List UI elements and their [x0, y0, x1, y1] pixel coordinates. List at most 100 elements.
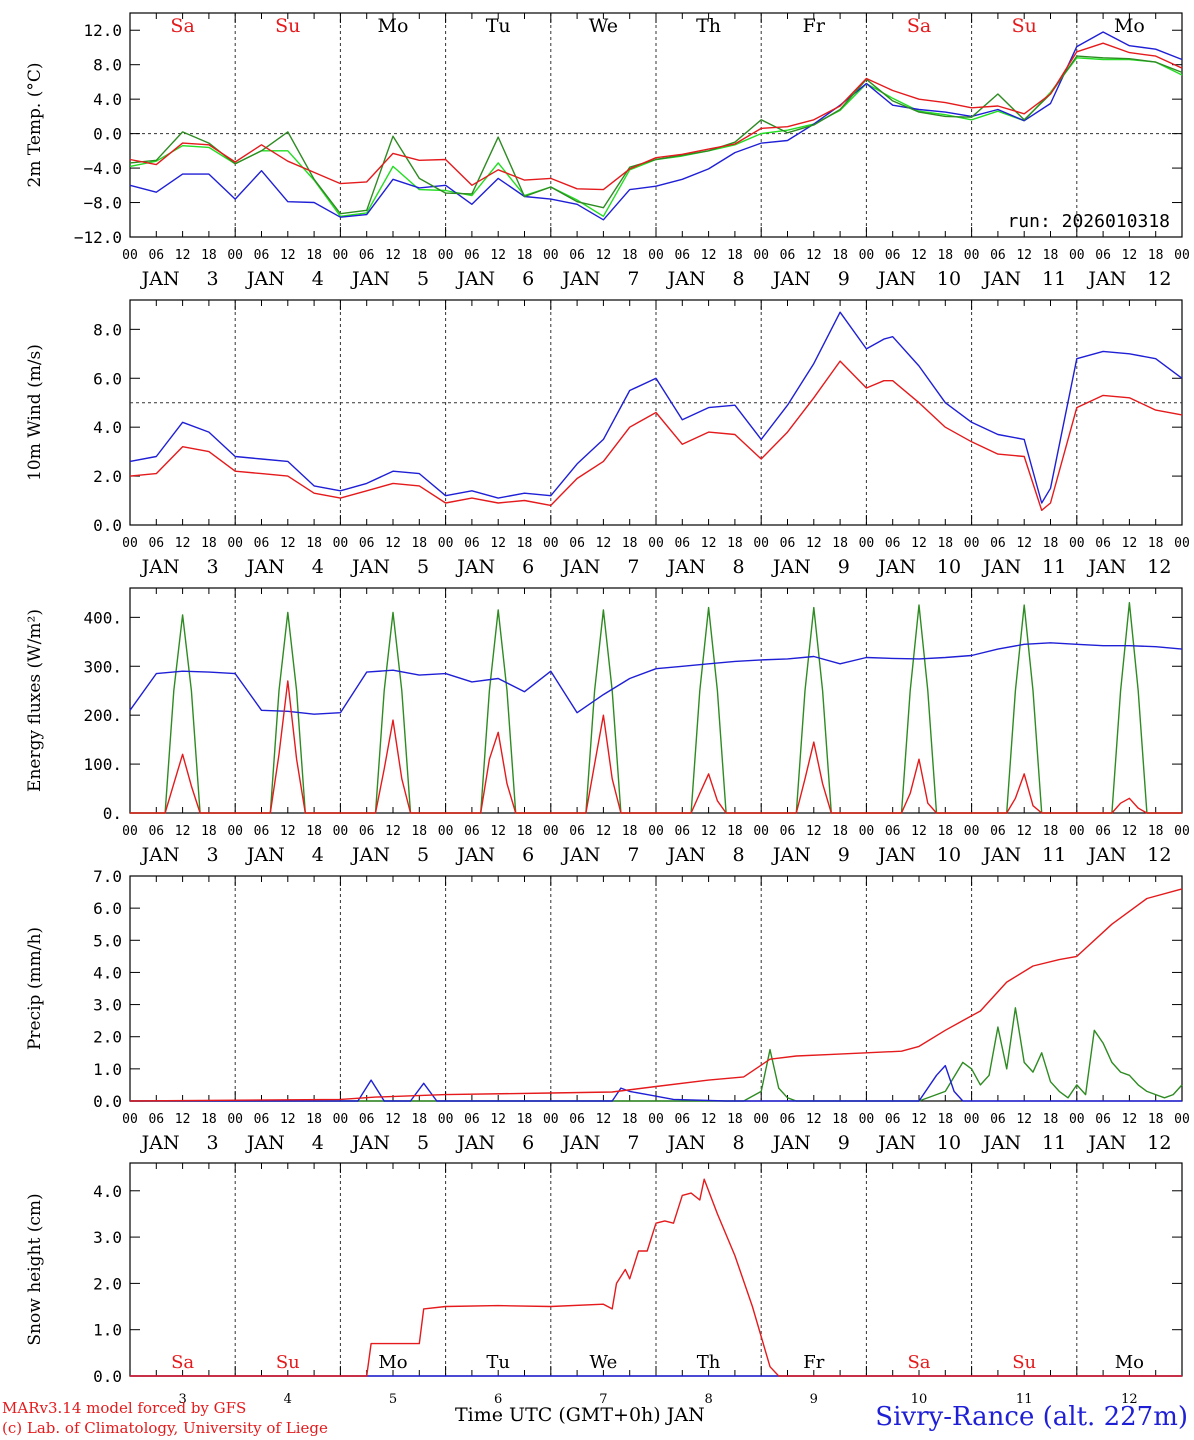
day-label: Sa — [171, 1352, 194, 1373]
date-day-label: 11 — [1042, 844, 1066, 866]
date-day-label: 9 — [838, 268, 850, 290]
hour-tick-label: 12 — [1016, 248, 1032, 263]
hour-tick-label: 06 — [359, 824, 375, 839]
credit-line: (c) Lab. of Climatology, University of L… — [2, 1419, 328, 1437]
hour-tick-label: 00 — [543, 1112, 559, 1127]
date-month-label: JAN — [1086, 268, 1126, 290]
hour-tick-label: 12 — [1122, 1112, 1138, 1127]
hour-tick-label: 06 — [990, 824, 1006, 839]
hour-tick-label: 06 — [1095, 248, 1111, 263]
footer-model-credit: MARv3.14 model forced by GFS (c) Lab. of… — [2, 1398, 328, 1438]
hour-tick-label: 18 — [517, 824, 533, 839]
hour-tick-label: 12 — [385, 1112, 401, 1127]
y-tick-label: 300. — [83, 657, 122, 676]
panel-snow: Snow height (cm) — [25, 1162, 1183, 1377]
date-month-label: JAN — [350, 268, 390, 290]
hour-tick-label: 12 — [596, 536, 612, 551]
hour-tick-label: 00 — [122, 1112, 138, 1127]
day-label: We — [590, 1352, 618, 1373]
date-day-label: 7 — [627, 1132, 639, 1154]
date-day-label: 3 — [207, 556, 219, 578]
day-label: Su — [1012, 15, 1037, 37]
y-tick-label: 4.0 — [93, 1182, 122, 1201]
hour-tick-label: 18 — [622, 536, 638, 551]
hour-tick-label: 00 — [753, 824, 769, 839]
hour-tick-label: 12 — [280, 1112, 296, 1127]
hour-tick-label: 12 — [385, 824, 401, 839]
y-tick-label: 0.0 — [93, 125, 122, 144]
hour-tick-label: 06 — [254, 1112, 270, 1127]
date-month-label: JAN — [245, 1132, 285, 1154]
hour-tick-label: 06 — [780, 824, 796, 839]
hour-tick-label: 18 — [517, 248, 533, 263]
panel-temp: 2m Temp. (°C) — [25, 12, 1183, 238]
hour-tick-label: 12 — [596, 824, 612, 839]
date-day-label: 8 — [733, 556, 745, 578]
date-day-label: 8 — [733, 844, 745, 866]
hour-tick-label: 12 — [701, 1112, 717, 1127]
day-label: Mo — [1115, 1352, 1144, 1373]
hour-tick-label: 06 — [780, 1112, 796, 1127]
hour-tick-label: 00 — [1069, 824, 1085, 839]
hour-tick-label: 18 — [201, 536, 217, 551]
hour-tick-label: 00 — [859, 248, 875, 263]
panel-precip: Precip (mm/h) — [25, 875, 1183, 1102]
hour-tick-label: 18 — [411, 248, 427, 263]
y-tick-label: 0. — [103, 804, 122, 823]
y-tick-label: 8.0 — [93, 56, 122, 75]
y-tick-label: 2.0 — [93, 1028, 122, 1047]
date-month-label: JAN — [876, 844, 916, 866]
hour-tick-label: 18 — [622, 824, 638, 839]
hour-tick-label: 12 — [490, 1112, 506, 1127]
day-label: Su — [275, 15, 300, 37]
hour-tick-label: 12 — [806, 248, 822, 263]
hour-tick-label: 18 — [201, 824, 217, 839]
hour-tick-label: 00 — [1174, 536, 1190, 551]
hour-tick-label: 06 — [990, 248, 1006, 263]
series-snow-height-cm — [130, 1178, 1182, 1377]
x-axis-title: Time UTC (GMT+0h) JAN — [455, 1404, 705, 1426]
hour-tick-label: 06 — [254, 824, 270, 839]
hour-tick-label: 12 — [806, 824, 822, 839]
date-month-label: JAN — [771, 268, 811, 290]
y-tick-label: 100. — [83, 755, 122, 774]
date-month-label: JAN — [140, 844, 180, 866]
hour-tick-label: 12 — [280, 824, 296, 839]
date-day-label: 7 — [627, 556, 639, 578]
hour-tick-label: 00 — [753, 536, 769, 551]
date-day-label: 3 — [207, 268, 219, 290]
hour-tick-label: 06 — [569, 248, 585, 263]
hour-tick-label: 12 — [1016, 1112, 1032, 1127]
hour-tick-label: 06 — [254, 536, 270, 551]
date-day-label: 5 — [417, 556, 429, 578]
series-humidex — [129, 31, 1183, 221]
date-month-label: JAN — [455, 1132, 495, 1154]
y-tick-label: 5.0 — [93, 931, 122, 950]
day-label: Sa — [170, 15, 194, 37]
date-day-label: 5 — [417, 268, 429, 290]
hour-tick-label: 18 — [622, 248, 638, 263]
hour-tick-label: 18 — [832, 824, 848, 839]
hour-tick-label: 06 — [148, 536, 164, 551]
hour-tick-label: 12 — [280, 536, 296, 551]
hour-tick-label: 06 — [674, 1112, 690, 1127]
date-day-label: 10 — [937, 1132, 961, 1154]
hour-tick-label: 06 — [885, 536, 901, 551]
series-vigne-temp — [129, 55, 1183, 215]
hour-tick-label: 06 — [148, 248, 164, 263]
date-month-label: JAN — [140, 268, 180, 290]
hour-tick-label: 00 — [122, 824, 138, 839]
hour-tick-label: 00 — [753, 248, 769, 263]
hour-tick-label: 12 — [175, 824, 191, 839]
hour-tick-label: 18 — [517, 1112, 533, 1127]
date-day-label: 6 — [522, 844, 534, 866]
hour-tick-label: 18 — [1148, 1112, 1164, 1127]
date-day-label: 12 — [1147, 844, 1171, 866]
panel-frame — [129, 875, 1183, 1102]
y-tick-label: 0.0 — [93, 1092, 122, 1111]
date-day-label: 6 — [522, 556, 534, 578]
run-label: run: 2026010318 — [1007, 211, 1170, 232]
hour-tick-label: 00 — [333, 1112, 349, 1127]
date-number-label: 3 — [178, 1392, 186, 1407]
